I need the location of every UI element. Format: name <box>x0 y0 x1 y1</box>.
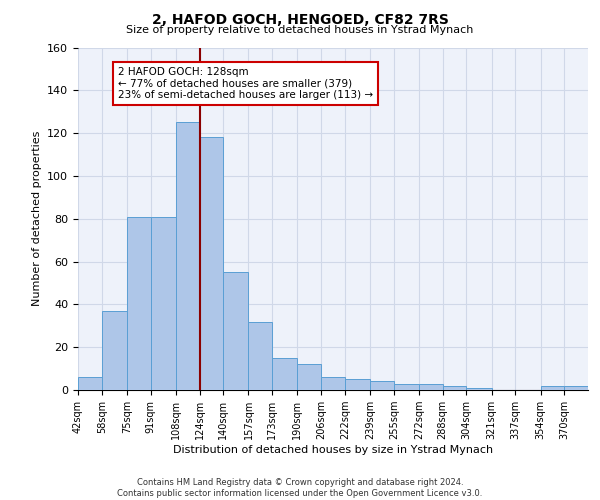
Text: Size of property relative to detached houses in Ystrad Mynach: Size of property relative to detached ho… <box>127 25 473 35</box>
Bar <box>248 322 272 390</box>
Bar <box>419 384 443 390</box>
Bar <box>127 216 151 390</box>
Bar <box>298 364 321 390</box>
Text: Contains HM Land Registry data © Crown copyright and database right 2024.
Contai: Contains HM Land Registry data © Crown c… <box>118 478 482 498</box>
Bar <box>151 216 176 390</box>
Bar <box>321 377 345 390</box>
Bar <box>541 386 564 390</box>
Bar <box>443 386 466 390</box>
Bar <box>564 386 588 390</box>
Bar <box>102 311 127 390</box>
Bar <box>345 380 370 390</box>
Bar <box>272 358 298 390</box>
Bar <box>176 122 200 390</box>
Bar <box>223 272 248 390</box>
Y-axis label: Number of detached properties: Number of detached properties <box>32 131 41 306</box>
Text: 2, HAFOD GOCH, HENGOED, CF82 7RS: 2, HAFOD GOCH, HENGOED, CF82 7RS <box>152 12 448 26</box>
Text: 2 HAFOD GOCH: 128sqm
← 77% of detached houses are smaller (379)
23% of semi-deta: 2 HAFOD GOCH: 128sqm ← 77% of detached h… <box>118 67 373 100</box>
X-axis label: Distribution of detached houses by size in Ystrad Mynach: Distribution of detached houses by size … <box>173 445 493 455</box>
Bar <box>200 138 223 390</box>
Bar <box>370 382 394 390</box>
Bar <box>394 384 419 390</box>
Bar <box>466 388 491 390</box>
Bar <box>78 377 102 390</box>
